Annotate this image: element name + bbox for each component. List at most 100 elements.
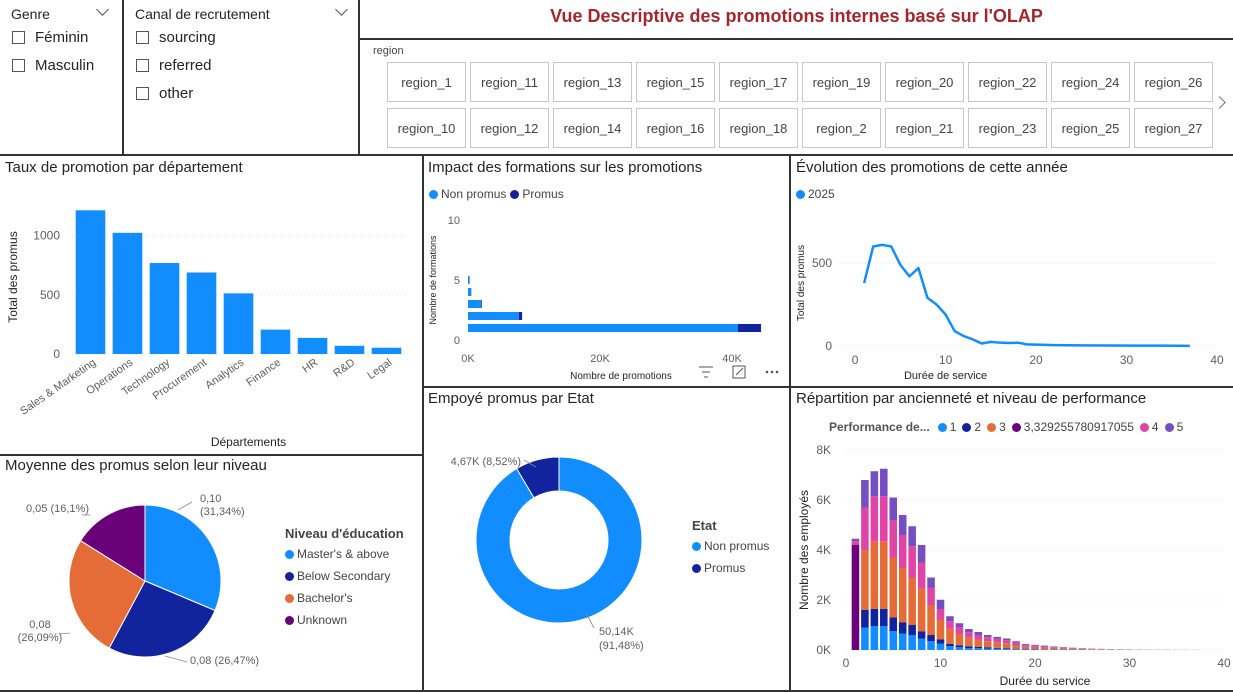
checkbox[interactable] (12, 31, 25, 44)
bar-segment (936, 609, 945, 620)
checkbox[interactable] (136, 59, 149, 72)
genre-option-masculin[interactable]: Masculin (12, 57, 94, 74)
filter-icon[interactable] (699, 366, 713, 378)
region-slicer-title: region (373, 45, 404, 57)
bar-segment (1059, 647, 1068, 648)
bar-segment (936, 599, 945, 609)
bar-segment (889, 520, 898, 558)
region-tile[interactable]: region_21 (885, 108, 964, 148)
bar-segment (1031, 649, 1039, 650)
bar-segment (1012, 649, 1020, 650)
x-tick-label: HR (300, 357, 320, 376)
canal-option-other[interactable]: other (136, 85, 193, 102)
canal-option-referred[interactable]: referred (136, 57, 212, 74)
bar-segment (917, 638, 926, 650)
divider (358, 0, 360, 155)
genre-option-feminin[interactable]: Féminin (12, 29, 88, 46)
region-tile[interactable]: region_12 (470, 108, 549, 148)
legend-marker (285, 549, 294, 559)
bar-segment (974, 648, 983, 650)
divider (0, 154, 1233, 156)
legend-items: Master's & above Below Secondary Bachelor'… (285, 547, 404, 627)
bar-segment (983, 637, 992, 642)
chevron-down-icon[interactable] (335, 3, 348, 16)
bar-segment (898, 567, 907, 623)
legend-marker (429, 189, 438, 199)
legend-item: Bachelor's (285, 591, 404, 605)
bar-segment (974, 635, 983, 640)
region-tile[interactable]: region_25 (1051, 108, 1130, 148)
bar-segment (468, 276, 469, 284)
region-tile[interactable]: region_23 (968, 108, 1047, 148)
region-tile[interactable]: region_18 (719, 108, 798, 148)
checkbox[interactable] (12, 59, 25, 72)
chevron-right-icon[interactable] (1213, 96, 1226, 109)
region-tile[interactable]: region_10 (387, 108, 466, 148)
bar-segment (468, 300, 482, 308)
region-tile[interactable]: region_26 (1134, 62, 1213, 102)
bar-segment (889, 497, 898, 520)
region-tile[interactable]: region_14 (553, 108, 632, 148)
region-tile[interactable]: region_24 (1051, 62, 1130, 102)
bar-segment (1040, 647, 1049, 650)
y-axis-title: Nombre des employés (797, 490, 811, 610)
bar-segment (1012, 645, 1020, 649)
data-label: 0,08 (26,47%) (190, 655, 259, 667)
region-tile[interactable]: region_13 (553, 62, 632, 102)
region-tile[interactable]: region_2 (802, 108, 881, 148)
x-tick-label: 10 (939, 353, 953, 367)
region-tile[interactable]: region_17 (719, 62, 798, 102)
x-tick-label: 0K (461, 353, 475, 365)
x-tick-label: R&D (331, 357, 357, 380)
y-tick-label: 8K (816, 443, 831, 457)
more-options-icon[interactable] (765, 370, 779, 374)
x-tick-label: Legal (365, 357, 394, 382)
legend-label: 1 (949, 420, 957, 434)
bar-segment (983, 635, 992, 638)
region-tile[interactable]: region_20 (885, 62, 964, 102)
leader-line (177, 501, 193, 511)
region-tile[interactable]: region_1 (387, 62, 466, 102)
bar-segment (993, 636, 1001, 639)
x-tick-label: 0 (843, 656, 850, 670)
perf-stacked-chart: 0K 2K 4K 6K 8K 0 10 20 30 40 Durée du service Nombr… (797, 443, 1231, 688)
focus-mode-icon[interactable] (732, 365, 746, 379)
canal-option-sourcing[interactable]: sourcing (136, 29, 216, 46)
option-label: sourcing (159, 29, 216, 46)
checkbox[interactable] (136, 31, 149, 44)
checkbox[interactable] (136, 87, 149, 100)
divider (424, 386, 789, 388)
region-tile[interactable]: region_11 (470, 62, 549, 102)
bar-segment (861, 610, 869, 628)
bar (371, 347, 402, 354)
divider (360, 38, 1233, 40)
niveau-legend: Niveau d'éducation Master's & above Below… (285, 526, 404, 635)
training-legend: Non promus Promus (429, 187, 564, 201)
chevron-down-icon[interactable] (96, 3, 109, 16)
bar-segment (936, 639, 945, 644)
bar-segment (1078, 648, 1087, 650)
bar-segment (1069, 648, 1077, 650)
bar-segment (974, 632, 983, 635)
region-tile[interactable]: region_22 (968, 62, 1047, 102)
legend-marker (285, 593, 294, 603)
region-tile[interactable]: region_19 (802, 62, 881, 102)
region-tile[interactable]: region_27 (1134, 108, 1213, 148)
bar-segment (1002, 638, 1011, 641)
bar-segment (908, 577, 916, 625)
bar-segment (983, 641, 992, 648)
bar-segment (851, 538, 860, 542)
bar-segment (917, 631, 926, 639)
data-label: 4,67K (8,52%) (451, 456, 521, 468)
option-label: Féminin (35, 29, 89, 46)
bar-segment (955, 627, 964, 634)
bar-segment (1069, 648, 1077, 649)
region-tile[interactable]: region_16 (636, 108, 715, 148)
divider (789, 156, 791, 692)
perf-legend: Performance de... 1 2 3 3,329255780917055 4 5 (829, 420, 1189, 434)
y-tick-label: 500 (40, 288, 60, 302)
bar-segment (898, 633, 907, 650)
region-tile[interactable]: region_15 (636, 62, 715, 102)
canal-slicer-title: Canal de recrutement (135, 6, 270, 22)
etat-legend: Etat Non promus Promus (692, 518, 769, 583)
